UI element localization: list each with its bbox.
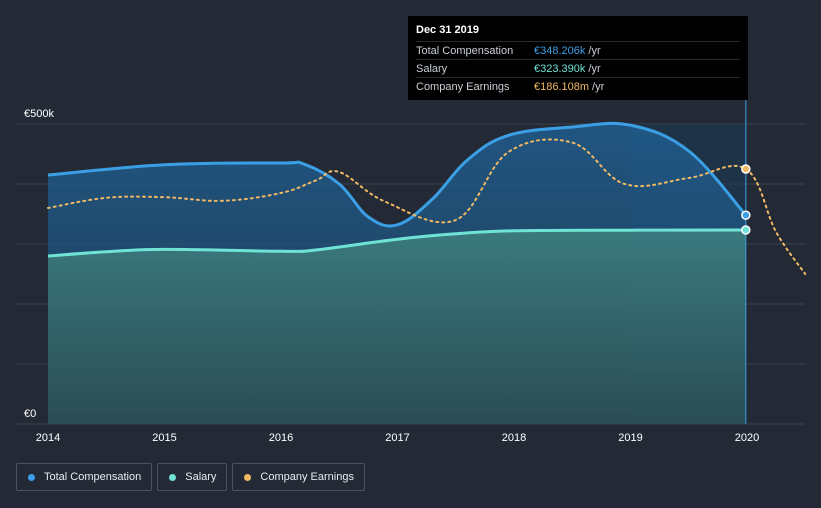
company-earnings-line	[47, 138, 807, 275]
x-tick-label: 2015	[152, 432, 176, 444]
legend-label: Total Compensation	[44, 471, 142, 483]
y-tick-label: €0	[24, 408, 36, 420]
legend-dot-icon	[169, 473, 177, 481]
tooltip-value: €186.108m	[534, 80, 590, 93]
tooltip-value: €323.390k	[534, 62, 586, 75]
total-compensation-marker	[741, 210, 751, 220]
tooltip-row-salary: Salary €323.390k /yr	[416, 59, 740, 77]
tooltip-row-company-earnings: Company Earnings €186.108m /yr	[416, 77, 740, 95]
legend-item-salary[interactable]: Salary	[157, 463, 228, 491]
legend: Total Compensation Salary Company Earnin…	[16, 463, 365, 491]
salary-area	[48, 229, 746, 424]
tooltip-date: Dec 31 2019	[416, 24, 479, 36]
salary-marker	[741, 225, 751, 235]
tooltip-label: Salary	[416, 62, 448, 75]
company-earnings-marker	[741, 164, 751, 174]
legend-dot-icon	[244, 473, 252, 481]
x-tick-label: 2014	[36, 432, 60, 444]
x-tick-label: 2020	[735, 432, 759, 444]
tooltip: Dec 31 2019 Total Compensation €348.206k…	[408, 16, 748, 100]
legend-label: Salary	[185, 471, 217, 483]
x-tick-label: 2019	[618, 432, 642, 444]
legend-dot-icon	[28, 473, 35, 481]
legend-item-company-earnings[interactable]: Company Earnings	[232, 463, 365, 491]
legend-item-total-compensation[interactable]: Total Compensation	[16, 463, 153, 491]
tooltip-row-total-compensation: Total Compensation €348.206k /yr	[416, 41, 740, 59]
tooltip-unit: /yr	[588, 44, 601, 57]
x-tick-label: 2017	[385, 432, 409, 444]
tooltip-label: Company Earnings	[416, 80, 510, 93]
y-tick-label: €500k	[24, 108, 54, 120]
x-tick-label: 2016	[269, 432, 293, 444]
x-tick-label: 2018	[502, 432, 526, 444]
salary-line	[47, 228, 746, 258]
tooltip-value: €348.206k	[534, 44, 586, 57]
legend-label: Company Earnings	[260, 471, 354, 483]
tooltip-unit: /yr	[592, 80, 605, 93]
tooltip-label: Total Compensation	[416, 44, 514, 57]
tooltip-unit: /yr	[588, 62, 601, 75]
total-compensation-line	[47, 121, 747, 228]
